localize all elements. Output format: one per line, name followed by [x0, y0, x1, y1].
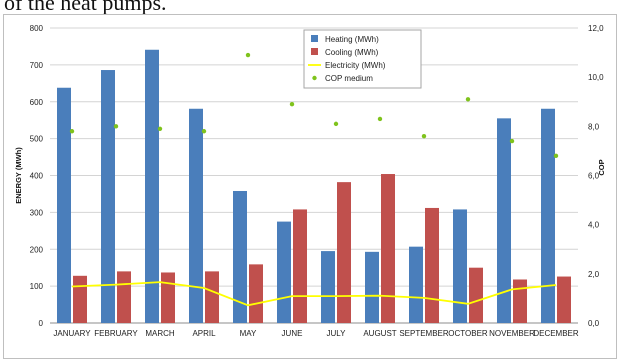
- cop-point-may: [245, 52, 251, 58]
- y-tick-label: 200: [30, 245, 44, 254]
- legend-swatch-cop-medium: [312, 75, 317, 81]
- bar-heating-october: [453, 209, 467, 323]
- cop-point-april: [201, 129, 207, 134]
- cop-point-february: [113, 124, 119, 129]
- bar-cooling-january: [73, 275, 87, 323]
- y2-axis-label: COP: [597, 159, 606, 175]
- y2-tick-label: 10,0: [588, 73, 604, 82]
- x-tick-label: MAY: [240, 329, 257, 338]
- y-tick-label: 0: [39, 319, 44, 328]
- bar-cooling-april: [205, 271, 219, 323]
- y-tick-label: 400: [30, 172, 44, 181]
- y2-tick-label: 8,0: [588, 122, 600, 131]
- y-tick-label: 700: [30, 61, 44, 70]
- y-axis-label: ENERGY (MWh): [14, 147, 23, 204]
- bar-heating-march: [145, 49, 159, 323]
- bar-heating-november: [497, 118, 511, 323]
- cop-point-march: [157, 126, 163, 131]
- caption-text: of the heat pumps.: [4, 0, 167, 15]
- x-tick-label: DECEMBER: [533, 329, 579, 338]
- bar-cooling-july: [337, 182, 351, 323]
- x-tick-label: OCTOBER: [448, 329, 488, 338]
- bar-cooling-march: [161, 272, 175, 323]
- y-tick-label: 800: [30, 24, 44, 33]
- legend-label: COP medium: [325, 74, 373, 83]
- cop-point-january: [69, 129, 75, 134]
- x-tick-label: MARCH: [145, 329, 175, 338]
- bar-heating-september: [409, 246, 423, 323]
- bar-heating-june: [277, 221, 291, 323]
- cop-point-august: [377, 116, 383, 122]
- legend-swatch-cooling-mwh: [311, 48, 318, 55]
- bar-cooling-december: [557, 276, 571, 323]
- bar-cooling-february: [117, 271, 131, 323]
- bar-cooling-june: [293, 209, 307, 323]
- cop-point-october: [465, 97, 471, 102]
- x-tick-label: AUGUST: [363, 329, 396, 338]
- bar-cooling-august: [381, 174, 395, 323]
- legend-label: Cooling (MWh): [325, 48, 379, 57]
- legend-label: Heating (MWh): [325, 35, 379, 44]
- bar-cooling-november: [513, 279, 527, 323]
- y2-tick-label: 2,0: [588, 270, 600, 279]
- y2-tick-label: 6,0: [588, 172, 600, 181]
- cop-point-december: [553, 153, 559, 159]
- bar-heating-february: [101, 70, 115, 323]
- legend-swatch-heating-mwh: [311, 35, 318, 42]
- electricity-line: [71, 281, 557, 307]
- y2-tick-label: 12,0: [588, 24, 604, 33]
- cop-point-june: [289, 102, 295, 107]
- bar-heating-january: [57, 87, 71, 323]
- y-tick-label: 100: [30, 282, 44, 291]
- bar-heating-december: [541, 108, 555, 323]
- legend-label: Electricity (MWh): [325, 61, 386, 70]
- bar-cooling-october: [469, 267, 483, 323]
- x-tick-label: JULY: [327, 329, 347, 338]
- bar-cooling-may: [249, 264, 263, 323]
- legend-box: [303, 29, 422, 89]
- x-tick-label: NOVEMBER: [489, 329, 535, 338]
- cop-point-november: [509, 138, 515, 144]
- bar-heating-april: [189, 108, 203, 323]
- x-tick-label: JANUARY: [53, 329, 91, 338]
- bar-heating-may: [233, 190, 247, 323]
- y2-tick-label: 4,0: [588, 221, 600, 230]
- x-tick-label: APRIL: [192, 329, 216, 338]
- y-tick-label: 300: [30, 208, 44, 217]
- cop-point-july: [333, 121, 339, 127]
- y2-tick-label: 0,0: [588, 319, 600, 328]
- x-tick-label: JUNE: [282, 329, 303, 338]
- bar-heating-august: [365, 251, 379, 323]
- y-tick-label: 500: [30, 135, 44, 144]
- bar-cooling-september: [425, 207, 439, 323]
- y-tick-label: 600: [30, 98, 44, 107]
- cop-point-september: [421, 133, 427, 139]
- x-tick-label: SEPTEMBER: [399, 329, 449, 338]
- x-tick-label: FEBRUARY: [94, 329, 138, 338]
- bar-heating-july: [321, 251, 335, 323]
